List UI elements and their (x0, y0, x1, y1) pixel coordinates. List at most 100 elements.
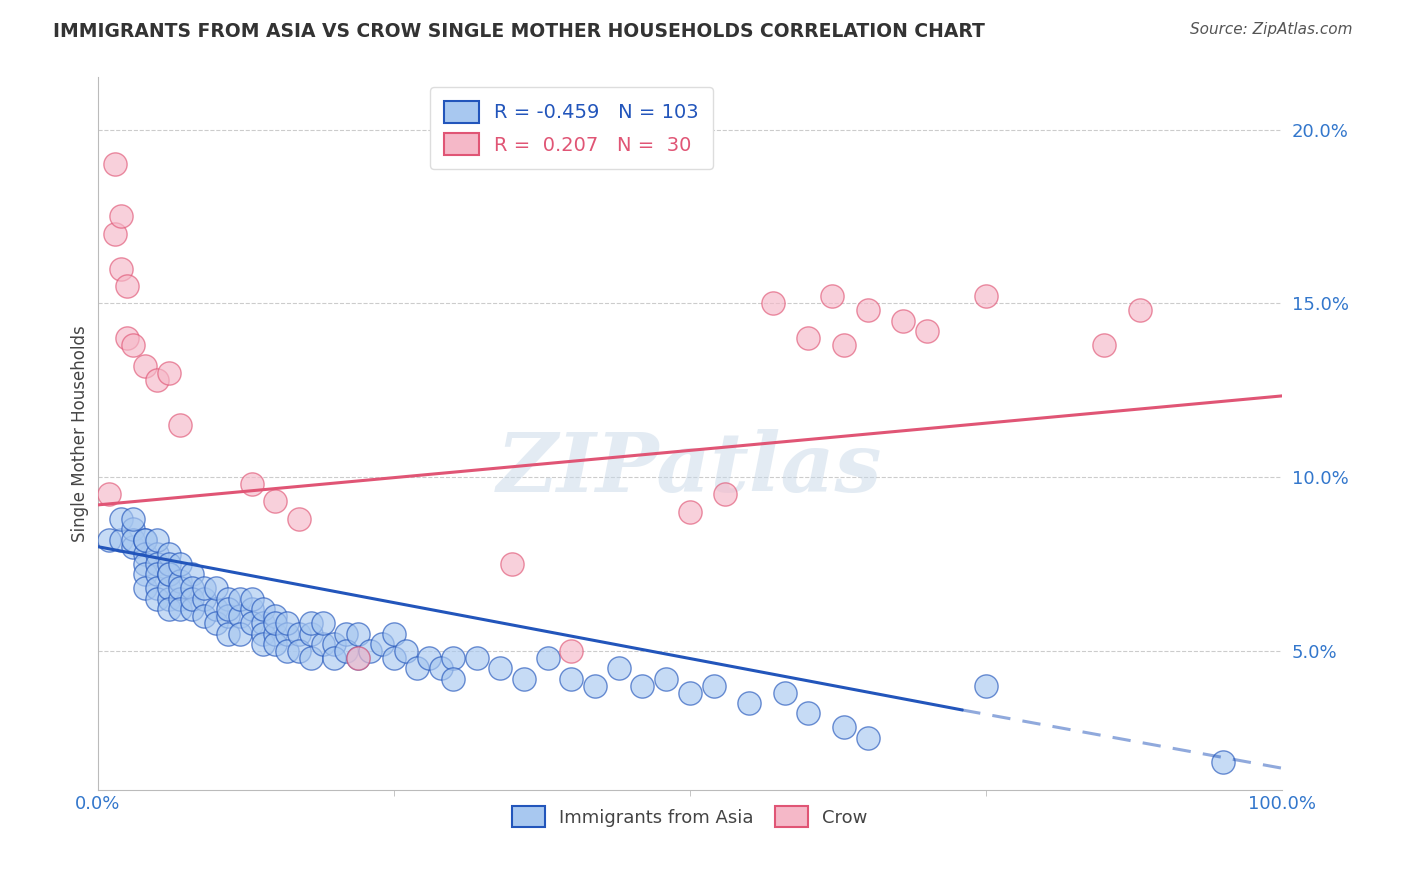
Point (264, 616, 287, 631)
Point (856, 731, 879, 745)
Point (288, 626, 311, 640)
Point (974, 679, 997, 693)
Point (264, 626, 287, 640)
Point (797, 706, 820, 721)
Point (169, 582, 191, 596)
Point (335, 626, 357, 640)
Point (832, 720, 855, 734)
Point (169, 417, 191, 432)
Point (240, 616, 263, 631)
Point (217, 591, 239, 606)
Point (181, 602, 204, 616)
Point (1212, 755, 1234, 769)
Point (205, 582, 228, 596)
Point (122, 522, 145, 536)
Point (104, 157, 127, 171)
Text: ZIPatlas: ZIPatlas (498, 429, 883, 509)
Point (655, 672, 678, 686)
Point (157, 366, 180, 380)
Point (583, 679, 606, 693)
Point (560, 644, 582, 658)
Point (169, 574, 191, 589)
Point (276, 626, 298, 640)
Point (193, 609, 215, 624)
Point (311, 637, 333, 651)
Point (122, 512, 145, 526)
Point (146, 373, 169, 387)
Point (347, 626, 370, 640)
Point (832, 338, 855, 352)
Point (134, 557, 156, 571)
Text: Source: ZipAtlas.com: Source: ZipAtlas.com (1189, 22, 1353, 37)
Point (122, 540, 145, 554)
Y-axis label: Single Mother Households: Single Mother Households (72, 326, 89, 542)
Point (252, 616, 274, 631)
Point (193, 591, 215, 606)
Point (797, 331, 820, 345)
Point (371, 637, 394, 651)
Point (157, 557, 180, 571)
Point (489, 661, 512, 675)
Point (169, 602, 191, 616)
Point (217, 602, 239, 616)
Point (181, 567, 204, 582)
Point (382, 626, 405, 640)
Point (104, 227, 127, 241)
Point (110, 210, 132, 224)
Point (394, 644, 416, 658)
Point (252, 626, 274, 640)
Point (252, 637, 274, 651)
Point (441, 672, 464, 686)
Point (115, 331, 138, 345)
Point (157, 567, 180, 582)
Text: IMMIGRANTS FROM ASIA VS CROW SINGLE MOTHER HOUSEHOLDS CORRELATION CHART: IMMIGRANTS FROM ASIA VS CROW SINGLE MOTH… (53, 22, 986, 41)
Point (762, 296, 785, 310)
Point (679, 505, 702, 519)
Point (217, 626, 239, 640)
Point (240, 602, 263, 616)
Point (252, 602, 274, 616)
Point (359, 644, 381, 658)
Point (134, 547, 156, 561)
Point (146, 591, 169, 606)
Point (169, 591, 191, 606)
Point (702, 679, 724, 693)
Point (157, 591, 180, 606)
Point (276, 616, 298, 631)
Point (169, 557, 191, 571)
Point (430, 661, 453, 675)
Point (631, 679, 654, 693)
Point (299, 616, 322, 631)
Point (193, 582, 215, 596)
Point (347, 650, 370, 665)
Point (134, 533, 156, 547)
Point (157, 567, 180, 582)
Point (228, 609, 250, 624)
Point (501, 557, 523, 571)
Point (264, 637, 287, 651)
Legend: Immigrants from Asia, Crow: Immigrants from Asia, Crow (505, 799, 875, 834)
Point (228, 591, 250, 606)
Point (217, 609, 239, 624)
Point (441, 650, 464, 665)
Point (146, 533, 169, 547)
Point (240, 477, 263, 491)
Point (714, 487, 737, 501)
Point (110, 512, 132, 526)
Point (146, 582, 169, 596)
Point (134, 359, 156, 373)
Point (738, 696, 761, 710)
Point (98, 533, 121, 547)
Point (560, 672, 582, 686)
Point (821, 289, 844, 303)
Point (264, 609, 287, 624)
Point (146, 557, 169, 571)
Point (382, 650, 405, 665)
Point (134, 582, 156, 596)
Point (773, 685, 796, 699)
Point (146, 547, 169, 561)
Point (323, 650, 346, 665)
Point (299, 650, 322, 665)
Point (915, 324, 938, 338)
Point (157, 602, 180, 616)
